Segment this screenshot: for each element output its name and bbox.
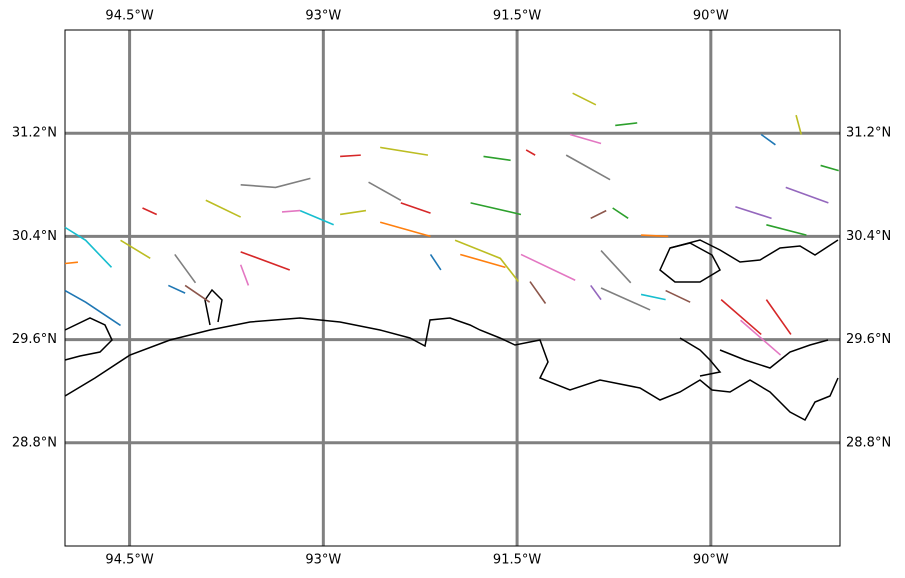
y-tick-label: 31.2°N xyxy=(846,126,891,141)
track xyxy=(299,209,334,226)
track xyxy=(590,209,607,220)
track xyxy=(483,155,511,162)
track xyxy=(64,261,78,265)
track xyxy=(340,154,361,158)
track xyxy=(205,199,242,218)
track xyxy=(240,177,311,189)
x-tick-label: 90°W xyxy=(693,9,729,24)
grid xyxy=(65,30,840,546)
track xyxy=(765,299,792,335)
track xyxy=(665,289,691,303)
x-tick-label: 90°W xyxy=(693,553,729,568)
coast-west xyxy=(64,317,113,361)
x-tick-label: 94.5°W xyxy=(105,553,153,568)
track xyxy=(380,146,429,156)
track xyxy=(340,209,367,216)
coastline xyxy=(64,239,839,422)
track xyxy=(766,224,807,236)
track xyxy=(590,284,602,301)
track xyxy=(740,319,782,356)
track xyxy=(641,234,669,238)
track xyxy=(565,154,611,181)
track xyxy=(64,289,121,327)
x-tick-label: 94.5°W xyxy=(105,9,153,24)
track xyxy=(760,133,776,146)
track xyxy=(64,226,113,268)
track xyxy=(184,284,211,303)
x-tick-label: 93°W xyxy=(305,9,341,24)
track xyxy=(142,207,158,216)
y-tick-label: 29.6°N xyxy=(12,332,57,347)
track xyxy=(379,221,431,238)
track xyxy=(600,250,632,284)
track xyxy=(612,207,629,220)
track xyxy=(520,253,576,281)
track xyxy=(120,239,151,260)
x-tick-label: 91.5°W xyxy=(493,9,541,24)
y-tick-label: 30.4°N xyxy=(12,229,57,244)
y-tick-label: 29.6°N xyxy=(846,332,891,347)
x-tick-label: 93°W xyxy=(305,553,341,568)
x-tick-label: 91.5°W xyxy=(493,553,541,568)
map-border xyxy=(64,29,841,547)
y-tick-label: 28.8°N xyxy=(846,435,891,450)
track xyxy=(525,149,536,156)
coast-north xyxy=(669,239,839,263)
track xyxy=(600,287,651,311)
track xyxy=(795,114,803,135)
coast-bay xyxy=(204,288,223,326)
track xyxy=(281,209,301,213)
y-tick-label: 31.2°N xyxy=(12,126,57,141)
track xyxy=(572,92,597,106)
track xyxy=(529,281,547,304)
lake xyxy=(659,242,721,283)
delta xyxy=(679,337,829,377)
track xyxy=(454,239,520,283)
map-frame xyxy=(65,30,840,546)
track xyxy=(460,253,506,269)
track xyxy=(368,181,402,201)
track xyxy=(785,186,829,204)
track xyxy=(174,253,197,284)
track xyxy=(569,133,602,145)
track xyxy=(615,122,638,127)
track xyxy=(239,264,250,286)
track xyxy=(240,251,291,271)
track xyxy=(820,164,839,172)
track xyxy=(429,254,442,271)
track xyxy=(735,205,772,220)
track xyxy=(640,293,666,301)
track xyxy=(400,202,431,214)
coast-main xyxy=(64,317,839,422)
y-tick-label: 28.8°N xyxy=(12,435,57,450)
track xyxy=(470,202,522,216)
y-tick-label: 30.4°N xyxy=(846,229,891,244)
track xyxy=(167,284,186,294)
track xyxy=(720,299,762,336)
